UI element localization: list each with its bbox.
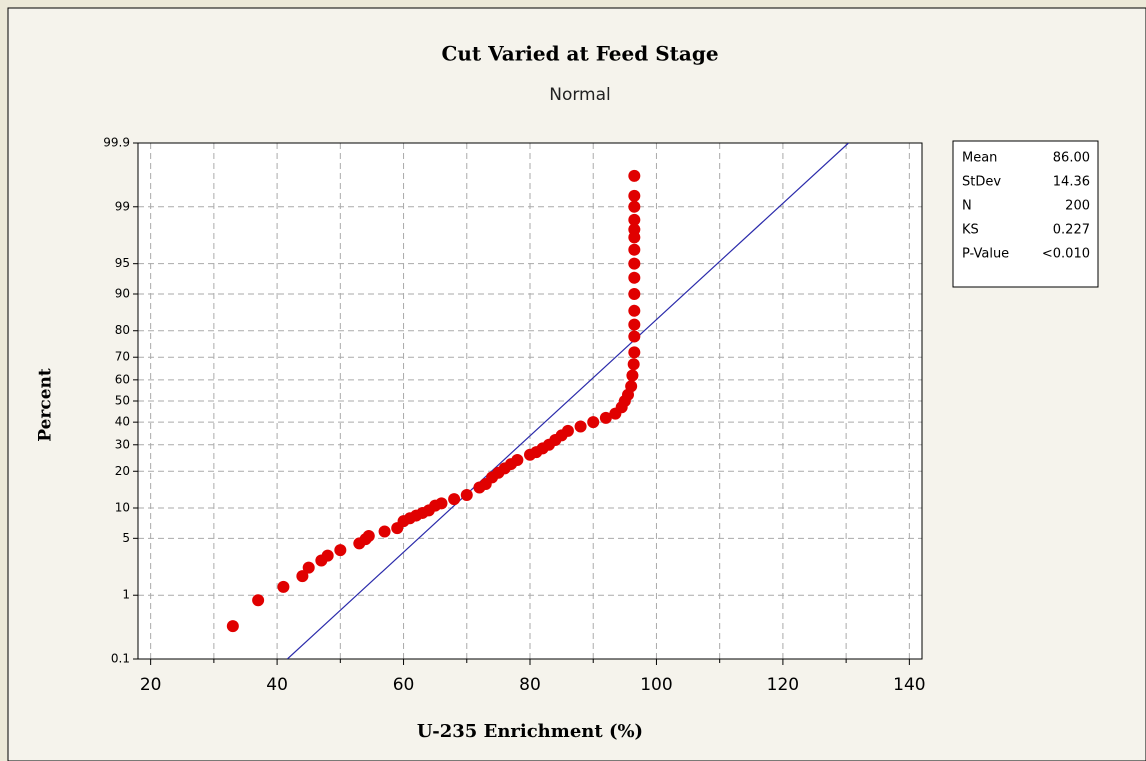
y-tick-label: 60 (115, 372, 130, 386)
data-point (226, 620, 239, 633)
y-tick-label: 50 (115, 394, 130, 408)
data-point (599, 411, 612, 424)
data-point (296, 570, 309, 583)
data-point (277, 580, 290, 593)
data-point (625, 380, 638, 393)
data-point (574, 420, 587, 433)
data-point (628, 213, 641, 226)
data-point (378, 525, 391, 538)
data-point (628, 189, 641, 202)
x-tick-label: 120 (767, 675, 799, 695)
x-tick-label: 40 (266, 675, 288, 695)
x-axis-label: U-235 Enrichment (%) (417, 721, 643, 742)
data-point (628, 318, 641, 331)
data-point (321, 549, 334, 562)
x-tick-label: 20 (140, 675, 162, 695)
stat-name: Mean (962, 151, 997, 166)
chart-title: Cut Varied at Feed Stage (441, 42, 718, 66)
stat-value: 14.36 (1053, 175, 1090, 190)
stat-name: KS (962, 223, 979, 238)
data-point (628, 200, 641, 213)
data-point (628, 288, 641, 301)
data-point (628, 330, 641, 343)
y-tick-label: 90 (115, 287, 130, 301)
data-point (448, 493, 461, 506)
stat-value: <0.010 (1042, 247, 1090, 262)
x-tick-label: 100 (640, 675, 672, 695)
data-point (334, 544, 347, 557)
data-point (628, 243, 641, 256)
stat-value: 86.00 (1053, 151, 1090, 166)
data-point (561, 424, 574, 437)
y-tick-label: 10 (115, 500, 130, 514)
data-point (252, 594, 265, 607)
y-tick-label: 95 (115, 256, 130, 270)
y-tick-label: 20 (115, 464, 130, 478)
y-tick-label: 70 (115, 350, 130, 364)
data-point (362, 529, 375, 542)
data-point (628, 169, 641, 182)
stat-name: N (962, 199, 972, 214)
stat-value: 200 (1065, 199, 1090, 214)
y-tick-label: 40 (115, 415, 130, 429)
y-tick-label: 5 (122, 531, 130, 545)
data-point (628, 304, 641, 317)
data-point (628, 346, 641, 359)
y-tick-label: 0.1 (111, 652, 130, 666)
data-point (627, 358, 640, 371)
x-tick-label: 140 (893, 675, 925, 695)
data-point (628, 271, 641, 284)
x-tick-label: 60 (393, 675, 415, 695)
fit-group (286, 143, 849, 659)
stat-name: P-Value (962, 247, 1009, 262)
data-point (628, 257, 641, 270)
stat-value: 0.227 (1053, 223, 1090, 238)
stats-box (952, 140, 1099, 288)
stat-name: StDev (962, 175, 1001, 190)
y-tick-label: 80 (115, 323, 130, 337)
y-tick-label: 30 (115, 437, 130, 451)
y-tick-label: 99.9 (103, 136, 130, 150)
y-axis-label: Percent (36, 368, 56, 442)
x-tick-label: 80 (519, 675, 541, 695)
chart-subtitle: Normal (549, 85, 611, 105)
data-point (587, 416, 600, 429)
data-point (302, 561, 315, 574)
data-point (628, 223, 641, 236)
y-tick-label: 99 (115, 199, 130, 213)
y-tick-label: 1 (122, 588, 130, 602)
data-point (435, 497, 448, 510)
data-point (626, 369, 639, 382)
data-point (511, 453, 524, 466)
plot-border (137, 142, 923, 660)
data-point (460, 489, 473, 502)
fit-line (286, 143, 849, 659)
